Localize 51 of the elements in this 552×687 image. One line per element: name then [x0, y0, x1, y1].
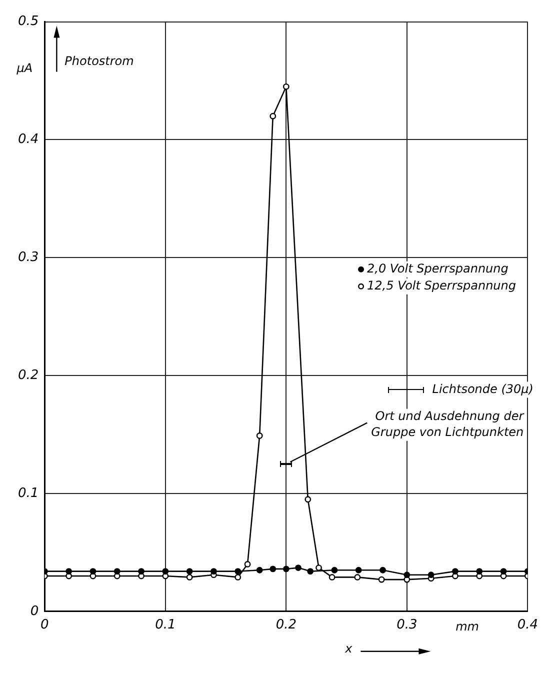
y-tick-label: 0.4: [18, 132, 39, 148]
x-tick-label: 0.2: [276, 618, 297, 633]
point: [66, 568, 72, 575]
legend-label: 2,0 Volt Sperrspannung: [367, 262, 509, 276]
y-tick-label: 0.3: [18, 250, 39, 266]
annotation: Lichtsonde (30μ): [432, 382, 534, 396]
y-tick-label: 0: [30, 604, 39, 619]
point: [428, 572, 434, 578]
x-tick-label: 0.4: [517, 618, 538, 633]
point: [307, 568, 314, 575]
point: [270, 566, 276, 572]
point: [304, 496, 312, 503]
point: [138, 568, 144, 575]
y-tick-label: 0.1: [18, 486, 39, 501]
point: [90, 568, 96, 575]
point: [295, 564, 302, 571]
point: [256, 566, 263, 574]
x-tick-label: 0.3: [396, 618, 418, 633]
point: [114, 568, 120, 575]
point: [186, 574, 193, 580]
point: [210, 568, 217, 575]
x-tick-label: 0.1: [155, 618, 176, 633]
point: [316, 564, 322, 571]
point: [404, 572, 410, 578]
point: [500, 568, 507, 575]
point: [476, 568, 483, 575]
point: [328, 574, 336, 580]
point: [234, 574, 242, 580]
point: [354, 574, 361, 580]
point: [162, 568, 169, 575]
point: [234, 568, 242, 575]
x-tick-label: 0: [40, 618, 49, 633]
point: [378, 576, 385, 583]
text: mm: [456, 620, 479, 634]
point: [186, 568, 193, 575]
point: [270, 112, 276, 120]
y-tick-label: 0.5: [18, 14, 39, 30]
annotation: Ort und Ausdehnung der Gruppe von Lichtpunkten: [371, 408, 525, 439]
point: [331, 566, 338, 574]
point: [282, 566, 290, 572]
x-axis-title: x: [344, 642, 354, 656]
y-axis-title: Photostrom: [64, 54, 134, 68]
legend-label: 12,5 Volt Sperrspannung: [367, 278, 516, 293]
text: μA: [16, 61, 33, 76]
point: [244, 561, 251, 568]
y-tick-label: 0.2: [18, 368, 39, 383]
point: [282, 83, 290, 90]
point: [256, 432, 263, 439]
point: [355, 566, 362, 574]
point: [380, 566, 386, 574]
point: [452, 568, 458, 575]
